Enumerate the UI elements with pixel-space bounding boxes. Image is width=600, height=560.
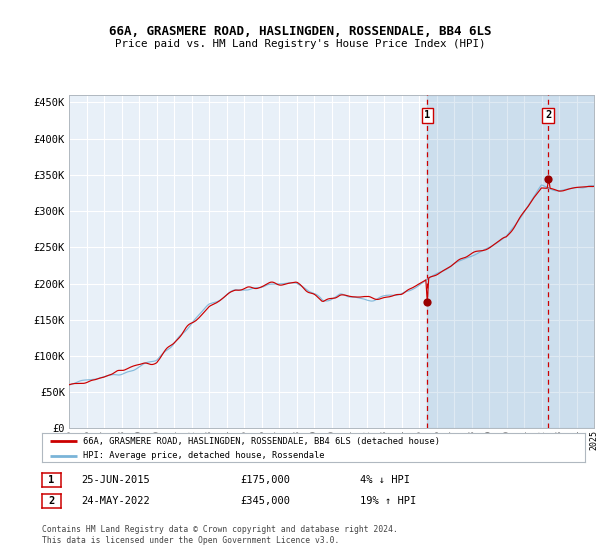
Text: 4% ↓ HPI: 4% ↓ HPI xyxy=(360,475,410,485)
Point xyxy=(544,174,553,183)
Text: £345,000: £345,000 xyxy=(240,496,290,506)
Text: Contains HM Land Registry data © Crown copyright and database right 2024.
This d: Contains HM Land Registry data © Crown c… xyxy=(42,525,398,545)
Text: 1: 1 xyxy=(424,110,431,120)
Text: 19% ↑ HPI: 19% ↑ HPI xyxy=(360,496,416,506)
Text: 25-JUN-2015: 25-JUN-2015 xyxy=(81,475,150,485)
Text: 1: 1 xyxy=(49,475,55,485)
Text: 66A, GRASMERE ROAD, HASLINGDEN, ROSSENDALE, BB4 6LS (detached house): 66A, GRASMERE ROAD, HASLINGDEN, ROSSENDA… xyxy=(83,437,440,446)
Text: 66A, GRASMERE ROAD, HASLINGDEN, ROSSENDALE, BB4 6LS: 66A, GRASMERE ROAD, HASLINGDEN, ROSSENDA… xyxy=(109,25,491,38)
Text: £175,000: £175,000 xyxy=(240,475,290,485)
Text: 2: 2 xyxy=(49,496,55,506)
Text: HPI: Average price, detached house, Rossendale: HPI: Average price, detached house, Ross… xyxy=(83,451,324,460)
Text: 24-MAY-2022: 24-MAY-2022 xyxy=(81,496,150,506)
Text: Price paid vs. HM Land Registry's House Price Index (HPI): Price paid vs. HM Land Registry's House … xyxy=(115,39,485,49)
Bar xyxy=(427,95,600,428)
Point xyxy=(422,297,432,306)
Text: 2: 2 xyxy=(545,110,551,120)
